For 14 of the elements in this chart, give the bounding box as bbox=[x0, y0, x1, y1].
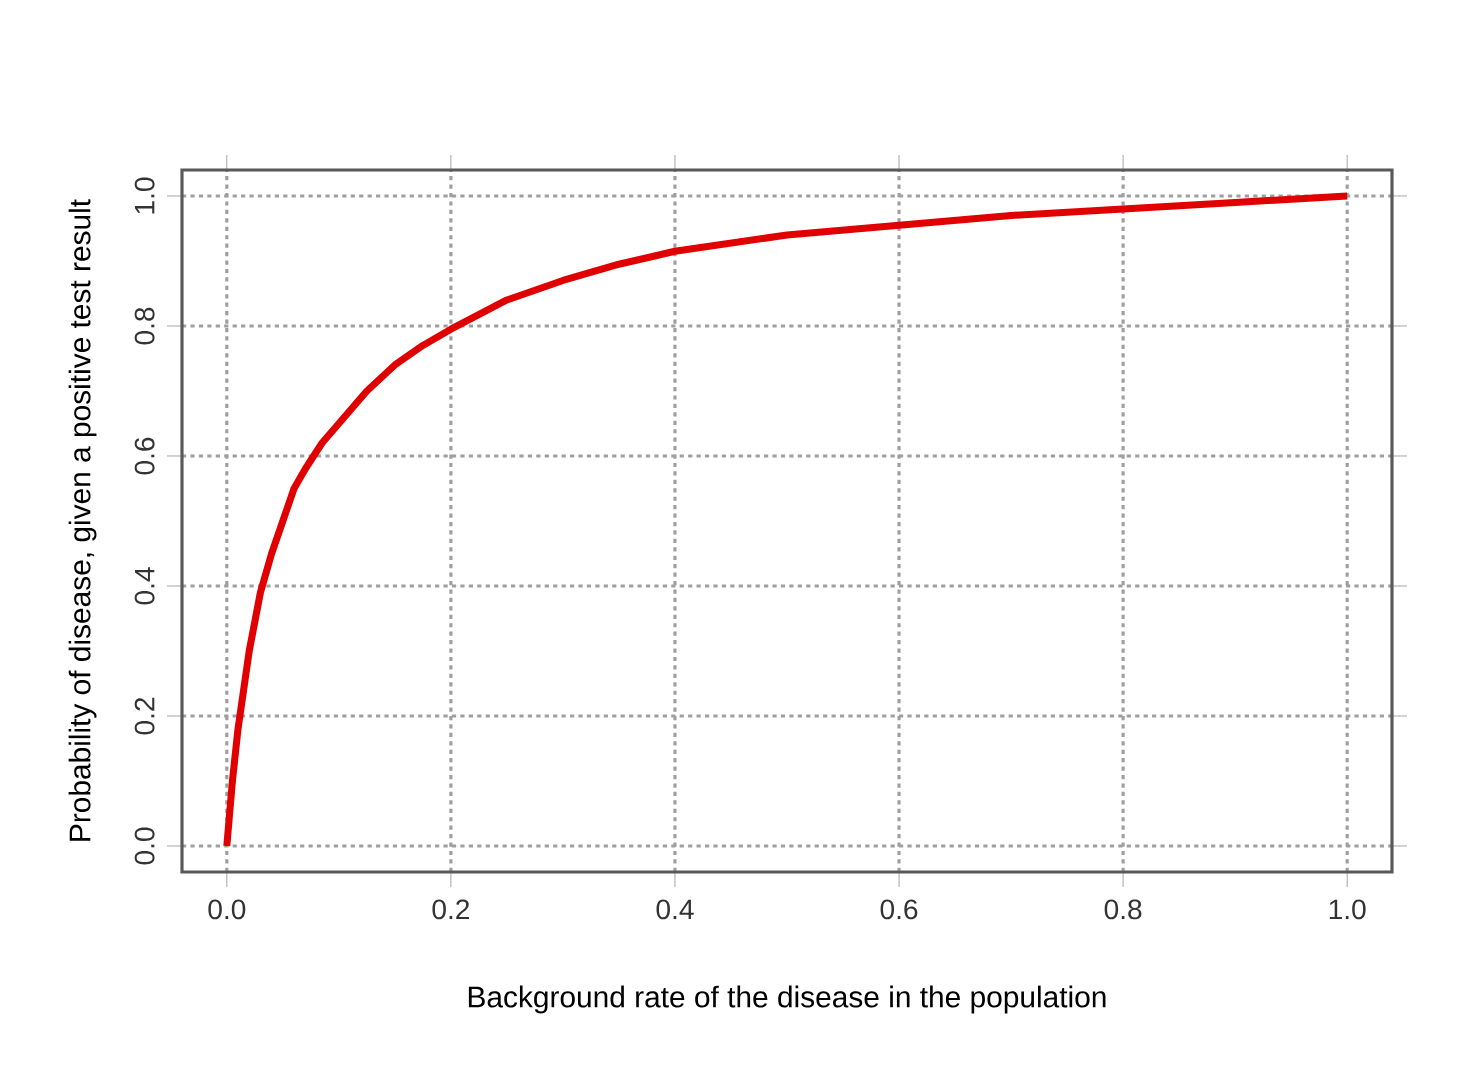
y-tick-label: 1.0 bbox=[134, 177, 155, 214]
x-tick-label: 0.2 bbox=[432, 899, 470, 920]
y-axis-title: Probability of disease, given a positive test result bbox=[68, 199, 97, 841]
y-tick-label: 0.2 bbox=[134, 697, 155, 735]
y-tick-label: 0.8 bbox=[134, 307, 155, 345]
x-tick-label: 0.6 bbox=[880, 899, 918, 920]
x-tick-label: 0.0 bbox=[208, 899, 246, 920]
y-tick-label: 0.6 bbox=[134, 437, 155, 475]
x-tick-label: 0.8 bbox=[1104, 899, 1142, 920]
x-tick-label: 0.4 bbox=[656, 899, 694, 920]
y-tick-label: 0.4 bbox=[134, 567, 155, 605]
x-axis-title: Background rate of the disease in the population bbox=[468, 985, 1106, 1014]
x-tick-label: 1.0 bbox=[1329, 899, 1366, 920]
y-tick-label: 0.0 bbox=[134, 827, 155, 865]
